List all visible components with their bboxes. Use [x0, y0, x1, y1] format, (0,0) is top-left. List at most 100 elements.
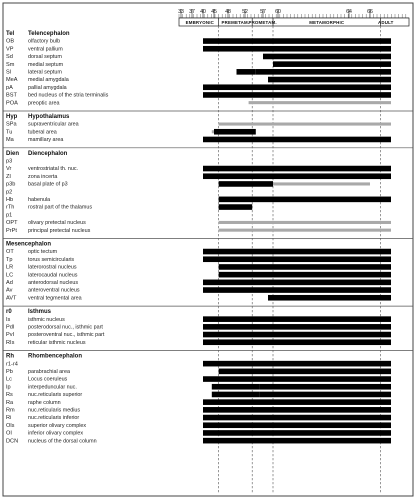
row-abbr: p3b [6, 182, 15, 188]
stage-label-metamorphic: METAMORPHIC [309, 20, 345, 25]
row-name: supraventricular area [28, 122, 79, 128]
row-abbr: Av [6, 288, 13, 294]
section-name-4: Isthmus [28, 309, 52, 315]
row-abbr: rTh [6, 205, 14, 211]
bar-black [218, 196, 391, 203]
bar-black [203, 430, 391, 436]
bar-black [259, 391, 391, 398]
row-abbr: Ols [6, 423, 15, 429]
bar-black [273, 45, 391, 52]
bar-black [203, 407, 273, 413]
bar-black [203, 376, 391, 382]
row-abbr: OI [6, 431, 12, 437]
bar-gray [218, 122, 391, 126]
row-name: laterocaudal nucleus [28, 272, 78, 278]
bar-black [273, 339, 391, 346]
row-name: ventrostriatal th. nuc. [28, 166, 78, 172]
bar-black [268, 76, 391, 83]
row-abbr: Rs [6, 392, 13, 398]
row-abbr: SPa [6, 122, 17, 128]
row-name: anteroventral nucleus [28, 288, 80, 294]
bar-black [203, 339, 273, 346]
row-abbr: AVT [6, 295, 17, 301]
bar-black [263, 53, 391, 60]
bar-black [214, 128, 256, 135]
section-name-1: Hypothalamus [28, 114, 70, 120]
row-abbr: OPT [6, 220, 18, 226]
bar-black [203, 360, 391, 367]
row-abbr: r1-r4 [6, 361, 18, 367]
tick-label-48: 48 [225, 9, 231, 15]
row-abbr: p3 [6, 159, 12, 165]
bar-black [218, 181, 273, 187]
row-name: reticular isthmic nucleus [28, 340, 86, 346]
bar-black [218, 204, 253, 210]
row-abbr: POA [6, 100, 18, 106]
row-name: zona incerta [28, 174, 57, 180]
row-name: nuc.reticularis inferior [28, 415, 79, 421]
row-abbr: Sl [6, 70, 11, 76]
bar-black [203, 45, 273, 52]
row-name: parabrachial area [28, 369, 70, 375]
bar-black [203, 38, 391, 44]
row-abbr: VP [6, 46, 14, 52]
bar-black [218, 271, 273, 278]
bar-black [273, 271, 391, 278]
row-abbr: p2 [6, 189, 12, 195]
tick-label-45: 45 [211, 9, 217, 15]
row-name: superior olivary complex [28, 423, 86, 429]
bar-black [203, 331, 273, 338]
bar-black [273, 407, 391, 413]
tick-label-52: 52 [242, 9, 248, 15]
section-abbr-0: Tel [6, 31, 15, 37]
row-name: bed nucleus of the stria terminalis [28, 93, 109, 99]
bar-black [203, 287, 273, 293]
row-name: torus semicircularis [28, 257, 74, 263]
tick-label-40: 40 [200, 9, 206, 15]
bar-black [203, 84, 391, 91]
tick-label-37: 37 [189, 9, 195, 15]
row-name: olfactory bulb [28, 39, 60, 45]
bar-black [273, 165, 391, 172]
tick-label-60: 60 [275, 9, 281, 15]
row-abbr: Sd [6, 54, 13, 60]
row-name: rostral part of the thalamus [28, 205, 92, 211]
bar-black [203, 92, 391, 98]
row-abbr: Hb [6, 197, 13, 203]
section-abbr-4: r0 [6, 309, 12, 315]
row-abbr: LR [6, 265, 13, 271]
row-abbr: Ra [6, 400, 14, 406]
bar-black [273, 264, 391, 270]
row-abbr: LC [6, 272, 13, 278]
row-abbr: PdI [6, 325, 15, 331]
row-abbr: Pb [6, 369, 13, 375]
tick-label-57: 57 [260, 9, 266, 15]
row-abbr: Tu [6, 129, 12, 135]
section-abbr-5: Rh [6, 354, 14, 360]
row-abbr: OB [6, 39, 14, 45]
tick-label-33: 33 [178, 9, 184, 15]
section-abbr-2: Dien [6, 151, 19, 157]
bar-gray [218, 220, 391, 224]
section-abbr-1: Hyp [6, 114, 18, 120]
bar-black [259, 383, 391, 390]
bar-black [255, 69, 391, 75]
row-abbr: p1 [6, 212, 12, 218]
row-name: basal plate of p3 [28, 182, 68, 188]
bar-black [273, 414, 391, 421]
row-abbr: ZI [6, 174, 11, 180]
tick-label-66: 66 [367, 9, 373, 15]
row-abbr: PrPt [6, 228, 17, 234]
tick-label-64: 64 [346, 9, 352, 15]
bar-black [236, 69, 256, 75]
row-abbr: Rm [6, 408, 15, 414]
row-name: tuberal area [28, 129, 57, 135]
row-name: optic tectum [28, 249, 58, 255]
row-name: posterodorsal nuc., isthmic part [28, 325, 103, 331]
row-name: nucleus of the dorsal column [28, 438, 97, 444]
section-abbr-3: Mesencephalon [6, 242, 51, 248]
bar-black [203, 399, 273, 405]
bar-black [203, 437, 391, 444]
